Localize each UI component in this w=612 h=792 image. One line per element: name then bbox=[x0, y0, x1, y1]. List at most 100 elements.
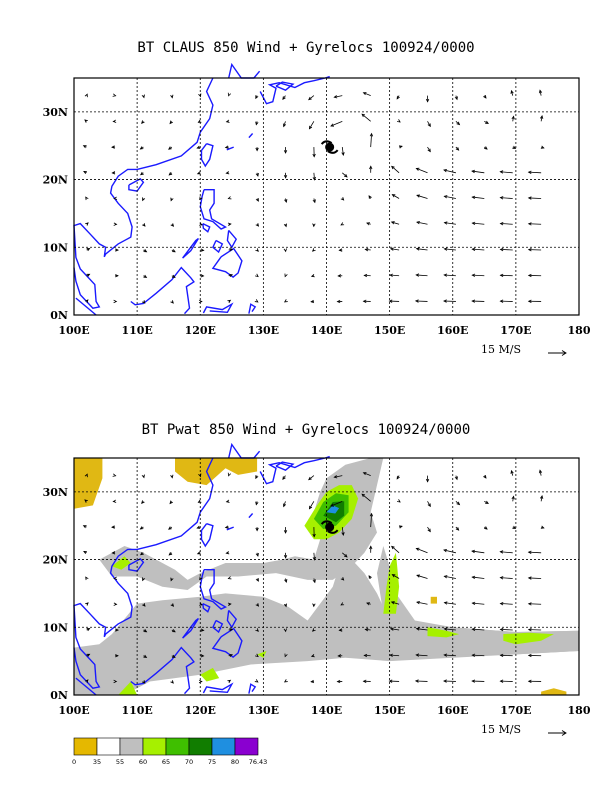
wind-vector-head bbox=[170, 603, 175, 607]
wind-vector bbox=[528, 171, 542, 174]
panel2-ref-vector-label: 15 M/S bbox=[481, 723, 521, 736]
legend-swatch bbox=[96, 737, 121, 756]
legend-label: 65 bbox=[162, 758, 170, 766]
wind-vector-head bbox=[443, 653, 448, 657]
wind-vector-head bbox=[198, 473, 202, 478]
wind-vector-head bbox=[115, 628, 119, 632]
panel2-title: BT Pwat 850 Wind + Gyrelocs 100924/0000 bbox=[141, 422, 471, 438]
wind-vector-head bbox=[337, 274, 342, 278]
map-frame bbox=[73, 77, 580, 316]
wind-vector-head bbox=[540, 525, 545, 529]
wind-vector-head bbox=[443, 195, 448, 199]
wind-vector-head bbox=[199, 576, 203, 581]
wind-vector-head bbox=[527, 196, 532, 200]
coastline bbox=[248, 303, 257, 314]
legend-swatch bbox=[234, 737, 259, 756]
wind-vector bbox=[427, 501, 431, 507]
pwat-moist-area bbox=[74, 546, 579, 695]
wind-vector-head bbox=[308, 125, 313, 130]
panel1-title: BT CLAUS 850 Wind + Gyrelocs 100924/0000 bbox=[137, 40, 475, 56]
wind-vector-head bbox=[499, 221, 504, 226]
coastline bbox=[182, 237, 199, 259]
wind-vector-head bbox=[142, 603, 146, 607]
wind-vector-head bbox=[142, 577, 146, 582]
wind-vector-head bbox=[366, 222, 370, 226]
wind-vector-head bbox=[255, 653, 259, 658]
wind-vector-head bbox=[86, 653, 91, 657]
wind-vector-head bbox=[389, 627, 394, 631]
wind-vector-head bbox=[170, 474, 174, 479]
wind-vector-head bbox=[225, 551, 230, 555]
wind-vector-head bbox=[415, 627, 420, 631]
wind-vector-head bbox=[312, 199, 316, 204]
y-tick-label: 30N bbox=[43, 486, 68, 499]
wind-vector-head bbox=[443, 627, 448, 631]
wind-vector-head bbox=[485, 500, 490, 504]
wind-vector-head bbox=[140, 551, 144, 556]
x-tick-label: 110E bbox=[121, 704, 152, 717]
wind-vector-head bbox=[415, 247, 420, 251]
panel1-ref-vector-label: 15 M/S bbox=[481, 343, 521, 356]
wind-vector-head bbox=[341, 532, 345, 536]
wind-vector-head bbox=[308, 476, 312, 481]
wind-vector bbox=[444, 575, 456, 579]
wind-vector-head bbox=[170, 577, 174, 582]
wind-vector-head bbox=[169, 500, 173, 505]
wind-vector-head bbox=[255, 198, 259, 202]
wind-vector-head bbox=[141, 474, 145, 479]
legend-swatch bbox=[211, 737, 236, 756]
wind-vector-head bbox=[333, 475, 338, 479]
wind-vector-head bbox=[312, 579, 316, 584]
wind-vector-head bbox=[82, 525, 87, 529]
wind-vector-head bbox=[340, 577, 345, 581]
wind-vector-head bbox=[198, 679, 203, 684]
coastline bbox=[211, 247, 243, 278]
coastline bbox=[202, 682, 234, 694]
wind-vector-head bbox=[84, 119, 88, 123]
wind-vector-head bbox=[471, 549, 476, 554]
wind-vector-head bbox=[111, 145, 115, 149]
wind-vector-head bbox=[142, 223, 146, 227]
wind-vector bbox=[500, 223, 513, 225]
wind-vector-head bbox=[416, 601, 420, 605]
wind-vector bbox=[309, 121, 315, 129]
wind-vector-head bbox=[311, 248, 316, 252]
wind-vector-head bbox=[84, 93, 88, 98]
wind-vector bbox=[390, 628, 400, 631]
panel1-map: 100E 110E 120E 130E 140E 150E 160E 170E 180 0N 10N… bbox=[43, 62, 591, 356]
wind-vector-head bbox=[527, 170, 532, 174]
y-tick-label: 10N bbox=[43, 621, 68, 634]
wind-vector bbox=[308, 475, 315, 481]
wind-vector-head bbox=[113, 679, 118, 684]
wind-vector-head bbox=[200, 654, 205, 658]
wind-vector-head bbox=[416, 221, 420, 225]
pwat-level-60 bbox=[383, 552, 400, 614]
wind-vector bbox=[309, 501, 315, 509]
wind-vector-head bbox=[170, 197, 174, 202]
x-tick-label: 150E bbox=[374, 704, 405, 717]
wind-vector-head bbox=[414, 679, 419, 683]
wind-vector-head bbox=[512, 145, 517, 149]
coastline bbox=[275, 461, 295, 472]
typhoon-symbol-arms bbox=[320, 140, 339, 154]
wind-vector bbox=[341, 527, 344, 536]
pwat-dry-area bbox=[74, 458, 103, 509]
wind-vector-head bbox=[340, 197, 345, 201]
coastline bbox=[202, 602, 211, 613]
wind-vector-head bbox=[527, 576, 532, 580]
wind-vector-head bbox=[540, 495, 544, 499]
wind-vector-head bbox=[338, 248, 343, 252]
wind-vector-head bbox=[396, 475, 400, 480]
wind-vector-head bbox=[113, 576, 118, 580]
wind-vector-head bbox=[255, 95, 259, 100]
wind-vector bbox=[416, 168, 428, 174]
wind-vector-head bbox=[364, 248, 369, 252]
wind-vector-head bbox=[511, 495, 515, 500]
wind-vector-head bbox=[471, 169, 476, 174]
legend-svg: 0 35 55 60 65 70 75 80 76.43 bbox=[72, 737, 267, 766]
wind-vector-head bbox=[333, 95, 338, 99]
x-tick-label: 160E bbox=[437, 324, 468, 337]
wind-vector bbox=[391, 166, 400, 174]
wind-vector-head bbox=[111, 551, 116, 555]
wind-vector-head bbox=[255, 223, 260, 227]
